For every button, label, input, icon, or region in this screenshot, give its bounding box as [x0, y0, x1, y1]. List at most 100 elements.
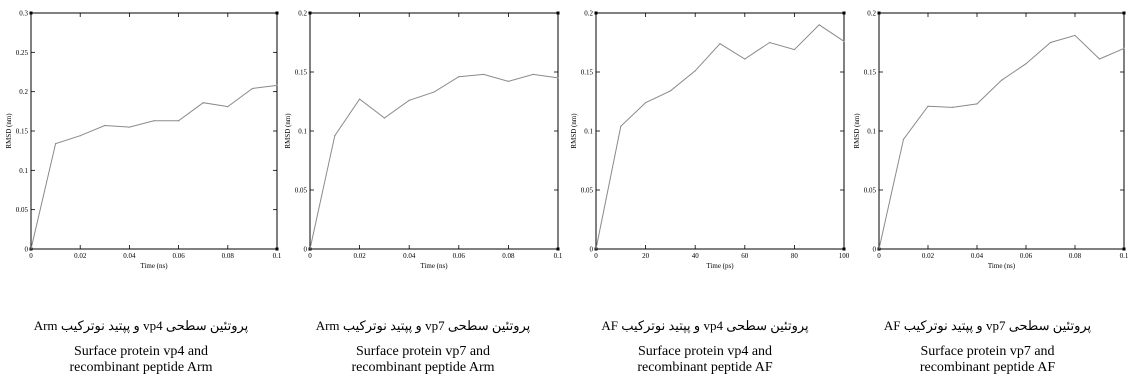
x-tick-label: 0.02 [922, 252, 935, 260]
y-tick-label: 0.15 [16, 128, 29, 136]
x-axis-label: Time (ns) [988, 262, 1016, 270]
data-point [744, 58, 746, 60]
y-tick-label: 0.3 [19, 10, 28, 18]
y-tick-label: 0.2 [584, 10, 593, 18]
caption-fa-1: پروتئین سطحی vp4 و پپتید نوترکیب Arm [33, 318, 249, 333]
y-tick-label: 0.1 [298, 128, 307, 136]
data-point [557, 77, 559, 79]
y-axis-label: RMSD (nm) [570, 113, 578, 149]
data-point [128, 126, 130, 128]
x-tick-label: 0.02 [74, 252, 87, 260]
data-point [927, 105, 929, 107]
x-tick-label: 0.02 [353, 252, 366, 260]
data-point [276, 84, 278, 86]
data-point [769, 41, 771, 44]
chart-3: 0 20 40 60 80 100 0 0.05 0.1 0.15 0.2 Time (ps) RMSD… [570, 10, 850, 271]
x-tick-label: 0.1 [273, 252, 282, 260]
x-tick-label: 0.06 [453, 252, 466, 260]
x-tick-label: 0 [308, 252, 312, 260]
x-tick-label: 80 [791, 252, 799, 260]
y-tick-label: 0.05 [864, 187, 877, 195]
data-point [1074, 34, 1076, 37]
x-tick-label: 0.04 [403, 252, 416, 260]
data-point [902, 138, 905, 140]
x-tick-label: 0.08 [502, 252, 515, 260]
data-point [878, 248, 880, 250]
y-tick-label: 0.2 [867, 10, 876, 18]
data-point [818, 24, 820, 26]
series-line [595, 24, 845, 250]
x-tick-label: 20 [642, 252, 650, 260]
data-point [793, 48, 795, 51]
plot-frame [878, 12, 1125, 250]
x-tick-label: 0.04 [971, 252, 984, 260]
x-tick-label: 0.06 [1020, 252, 1033, 260]
data-point [79, 135, 81, 137]
x-tick-label: 100 [839, 252, 850, 260]
data-point [620, 125, 622, 127]
y-tick-label: 0.05 [581, 187, 594, 195]
y-tick-label: 0.2 [19, 88, 28, 96]
y-tick-label: 0.15 [581, 69, 594, 77]
x-tick-label: 0 [29, 252, 33, 260]
chart-panel-1: 0 0.02 0.04 0.06 0.08 0.1 0 0.05 0.1 0.15 0.2 0.25 0… [0, 0, 282, 387]
data-point [433, 91, 435, 93]
data-point [483, 73, 485, 75]
data-point [104, 124, 106, 127]
x-tick-label: 0 [877, 252, 881, 260]
data-point [1123, 47, 1125, 50]
data-point [178, 120, 180, 122]
data-point [309, 248, 311, 250]
y-axis-label: RMSD (nm) [284, 113, 292, 149]
data-point [694, 70, 696, 72]
x-tick-label: 0.04 [123, 252, 136, 260]
caption-en-4: Surface protein vp7 and recombinant pept… [919, 344, 1056, 375]
data-point [153, 120, 155, 122]
y-axis-label: RMSD (nm) [5, 113, 13, 149]
chart-panel-3: 0 20 40 60 80 100 0 0.05 0.1 0.15 0.2 Time (ps) RMSD… [564, 0, 850, 387]
data-point [595, 248, 597, 250]
plot-frame [309, 12, 559, 250]
x-axis-label: Time (ns) [420, 262, 448, 270]
data-point [669, 90, 671, 92]
series-line [878, 34, 1125, 250]
data-point [30, 248, 32, 250]
data-point [976, 103, 978, 105]
y-tick-label: 0.05 [295, 187, 308, 195]
y-tick-label: 0.15 [295, 69, 308, 77]
caption-en-1: Surface protein vp4 and recombinant pept… [69, 344, 213, 375]
y-tick-label: 0 [25, 246, 29, 254]
y-tick-label: 0.2 [298, 10, 307, 18]
series-line [309, 73, 559, 250]
y-tick-label: 0 [873, 246, 877, 254]
x-tick-label: 0.06 [172, 252, 185, 260]
caption-fa-3: پروتئین سطحی vp4 و پپتید نوترکیب AF [601, 318, 809, 333]
y-tick-label: 0 [304, 246, 308, 254]
data-point [1098, 58, 1101, 60]
x-tick-label: 0.08 [222, 252, 235, 260]
y-tick-label: 0.1 [867, 128, 876, 136]
x-tick-label: 0.1 [1120, 252, 1129, 260]
caption-en-2: Surface protein vp7 and recombinant pept… [351, 344, 495, 375]
chart-4: 0 0.02 0.04 0.06 0.08 0.1 0 0.05 0.1 0.15 0.2 Time … [853, 10, 1129, 271]
data-point [1000, 79, 1003, 81]
y-tick-label: 0.25 [16, 49, 29, 57]
x-tick-label: 0.08 [1069, 252, 1082, 260]
x-tick-label: 0 [594, 252, 598, 260]
data-point [1025, 63, 1027, 65]
data-point [334, 135, 336, 137]
y-tick-label: 0 [590, 246, 594, 254]
caption-fa-4: پروتئین سطحی vp7 و پپتید نوترکیب AF [883, 318, 1092, 333]
chart-panel-4: 0 0.02 0.04 0.06 0.08 0.1 0 0.05 0.1 0.15 0.2 Time … [846, 0, 1129, 387]
chart-panel-2: 0 0.02 0.04 0.06 0.08 0.1 0 0.05 0.1 0.15 0.2 Time … [282, 0, 564, 387]
data-point [507, 80, 509, 83]
x-tick-label: 60 [741, 252, 749, 260]
plot-frame [595, 12, 845, 250]
y-tick-label: 0.1 [19, 167, 28, 175]
y-tick-label: 0.1 [584, 128, 593, 136]
y-tick-label: 0.15 [864, 69, 877, 77]
data-point [843, 40, 845, 42]
y-tick-label: 0.05 [16, 206, 29, 214]
data-point [532, 73, 534, 75]
x-tick-label: 40 [692, 252, 700, 260]
